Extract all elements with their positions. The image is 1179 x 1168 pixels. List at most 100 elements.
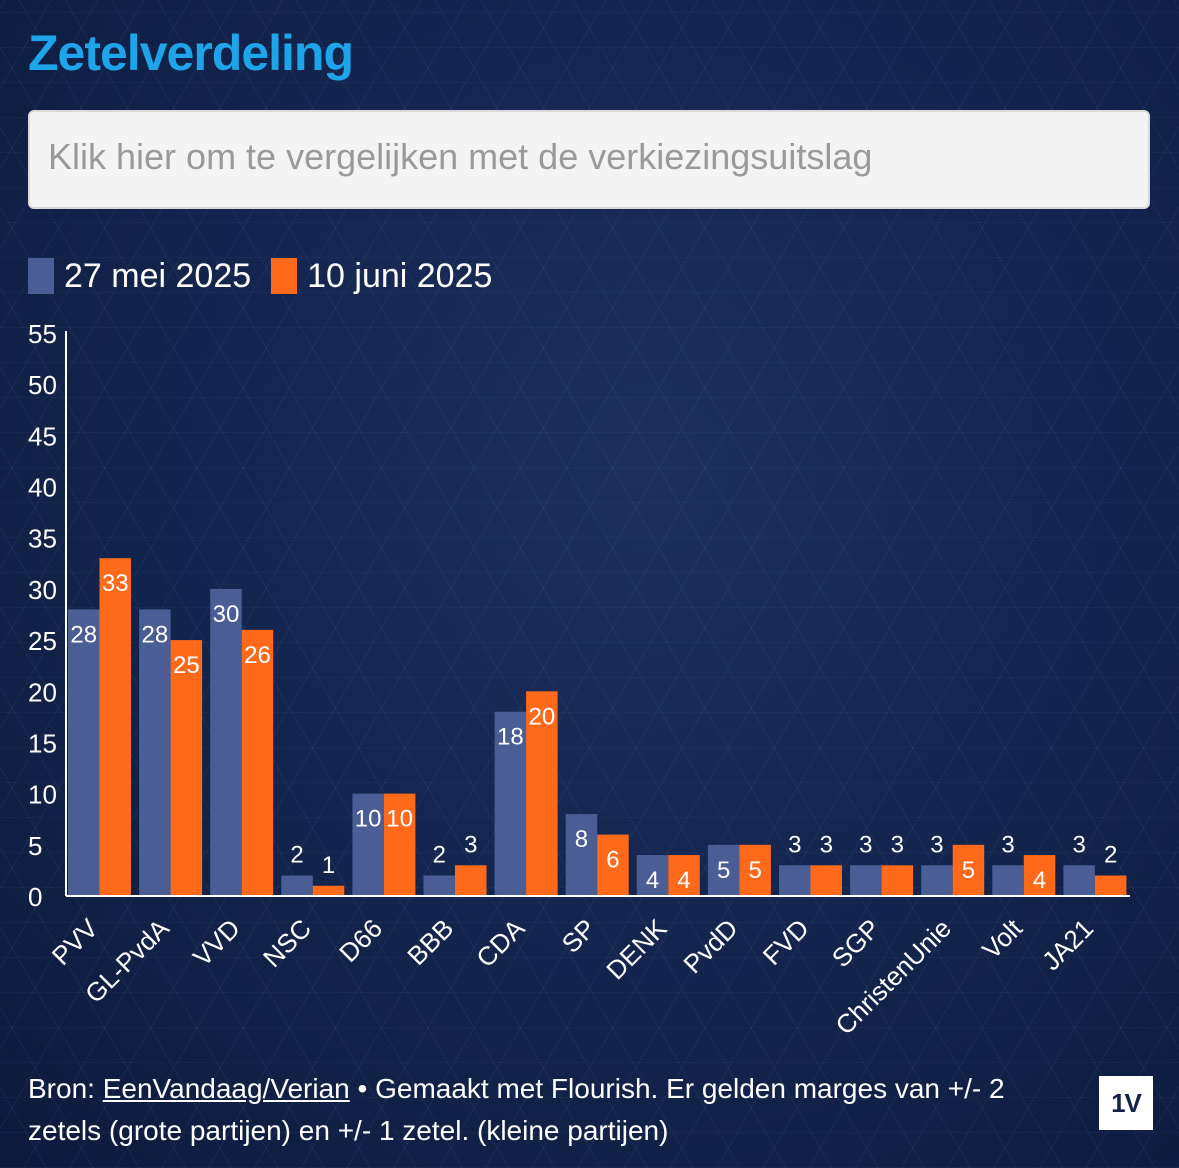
footer-text: • Gemaakt met Flourish. Er gelden marges… — [28, 1073, 1005, 1146]
x-tick-label: CDA — [470, 913, 530, 973]
x-tick-label: JA21 — [1036, 913, 1099, 976]
bar-2-fvd — [810, 865, 842, 896]
data-label: 4 — [1033, 867, 1046, 894]
compare-button-label: Klik hier om te vergelijken met de verki… — [48, 136, 873, 177]
bar-1-sp — [565, 814, 598, 896]
y-tick-label: 10 — [28, 780, 57, 810]
source-link[interactable]: EenVandaag/Verian — [102, 1073, 350, 1104]
bar-1-pvv — [68, 609, 100, 896]
data-label: 18 — [497, 724, 524, 751]
legend-swatch-series-2 — [271, 258, 298, 294]
data-label: 30 — [213, 601, 240, 628]
bar-1-cda — [494, 711, 527, 896]
bar-2-gl-pvda — [170, 640, 203, 896]
footer-note: Bron: EenVandaag/Verian • Gemaakt met Fl… — [28, 1068, 1068, 1152]
data-label: 2 — [433, 842, 446, 869]
bar-2-d66 — [383, 793, 416, 896]
bar-2-sp — [597, 834, 629, 896]
bar-1-bbb — [423, 875, 455, 896]
y-tick-label: 50 — [28, 370, 57, 400]
x-tick-label: D66 — [333, 913, 388, 968]
data-label: 3 — [464, 831, 477, 858]
x-tick-label: PvdD — [677, 913, 743, 979]
data-label: 3 — [1072, 831, 1085, 858]
x-tick-label: FVD — [757, 913, 815, 971]
compare-election-result-button[interactable]: Klik hier om te vergelijken met de verki… — [28, 110, 1150, 209]
bar-1-vvd — [210, 588, 242, 896]
data-label: 3 — [891, 831, 904, 858]
footer-prefix: Bron: — [28, 1073, 103, 1104]
y-tick-label: 40 — [28, 473, 57, 503]
legend-label-series-1: 27 mei 2025 — [64, 256, 252, 295]
bar-2-pvdd — [739, 844, 771, 896]
y-tick-label: 45 — [28, 421, 57, 451]
bar-2-bbb — [455, 865, 487, 896]
data-label: 26 — [244, 642, 271, 669]
bar-1-denk — [636, 855, 669, 896]
bar-2-cda — [526, 691, 558, 896]
y-tick-label: 0 — [28, 882, 42, 912]
chart-title: Zetelverdeling — [28, 25, 354, 81]
bar-1-sgp — [850, 865, 882, 896]
data-label: 4 — [646, 867, 659, 894]
data-label: 10 — [355, 806, 382, 833]
x-tick-label: SGP — [826, 913, 886, 973]
bar-1-d66 — [352, 793, 384, 896]
legend-item-series-1[interactable]: 27 mei 2025 — [28, 257, 251, 296]
x-tick-label: PVV — [46, 913, 104, 971]
data-label: 3 — [859, 831, 872, 858]
bar-1-nsc — [281, 875, 313, 896]
data-label: 3 — [788, 831, 801, 858]
bar-2-pvv — [99, 558, 131, 896]
data-label: 3 — [930, 831, 943, 858]
x-tick-label: BBB — [401, 913, 459, 971]
legend-item-series-2[interactable]: 10 juni 2025 — [271, 257, 492, 296]
bar-chart: 05101520253035404550552833PVV2825GL-PvdA… — [28, 319, 1130, 1041]
data-label: 33 — [102, 570, 129, 597]
data-label: 20 — [528, 703, 555, 730]
data-label: 1 — [322, 852, 335, 879]
bar-1-christenunie — [921, 865, 953, 896]
y-tick-label: 25 — [28, 626, 57, 656]
data-label: 28 — [70, 621, 97, 648]
data-label: 5 — [717, 857, 730, 884]
y-tick-label: 15 — [28, 728, 57, 758]
y-tick-label: 20 — [28, 677, 57, 707]
y-tick-label: 30 — [28, 575, 57, 605]
data-label: 3 — [1001, 831, 1014, 858]
legend-label-series-2: 10 juni 2025 — [307, 256, 493, 295]
data-label: 4 — [677, 867, 690, 894]
x-tick-label: SP — [556, 913, 602, 959]
data-label: 5 — [748, 857, 761, 884]
bar-2-sgp — [881, 865, 914, 896]
bar-1-gl-pvda — [139, 609, 171, 896]
data-label: 5 — [962, 857, 975, 884]
bar-1-pvdd — [707, 844, 740, 896]
bar-2-ja21 — [1094, 875, 1127, 896]
data-label: 25 — [173, 652, 200, 679]
bar-1-ja21 — [1063, 865, 1095, 896]
legend: 27 mei 2025 10 juni 2025 — [28, 256, 512, 296]
x-tick-label: DENK — [600, 913, 673, 986]
data-label: 2 — [1104, 842, 1117, 869]
eenvandaag-logo: 1V — [1099, 1076, 1153, 1130]
bar-2-vvd — [241, 629, 274, 896]
legend-swatch-series-1 — [28, 258, 54, 294]
x-tick-label: Volt — [976, 912, 1028, 964]
y-tick-label: 55 — [28, 319, 57, 349]
bar-2-nsc — [312, 885, 345, 896]
bar-1-fvd — [779, 865, 811, 896]
data-label: 8 — [575, 826, 588, 853]
bar-1-volt — [992, 865, 1024, 896]
y-tick-label: 5 — [28, 831, 42, 861]
x-tick-label: NSC — [257, 913, 317, 973]
data-label: 3 — [820, 831, 833, 858]
data-label: 6 — [606, 847, 619, 874]
bar-2-volt — [1023, 855, 1056, 896]
x-tick-label: VVD — [187, 913, 246, 972]
bar-2-christenunie — [952, 844, 985, 896]
bar-2-denk — [668, 855, 700, 896]
data-label: 10 — [386, 806, 413, 833]
data-label: 2 — [290, 842, 303, 869]
y-tick-label: 35 — [28, 524, 57, 554]
